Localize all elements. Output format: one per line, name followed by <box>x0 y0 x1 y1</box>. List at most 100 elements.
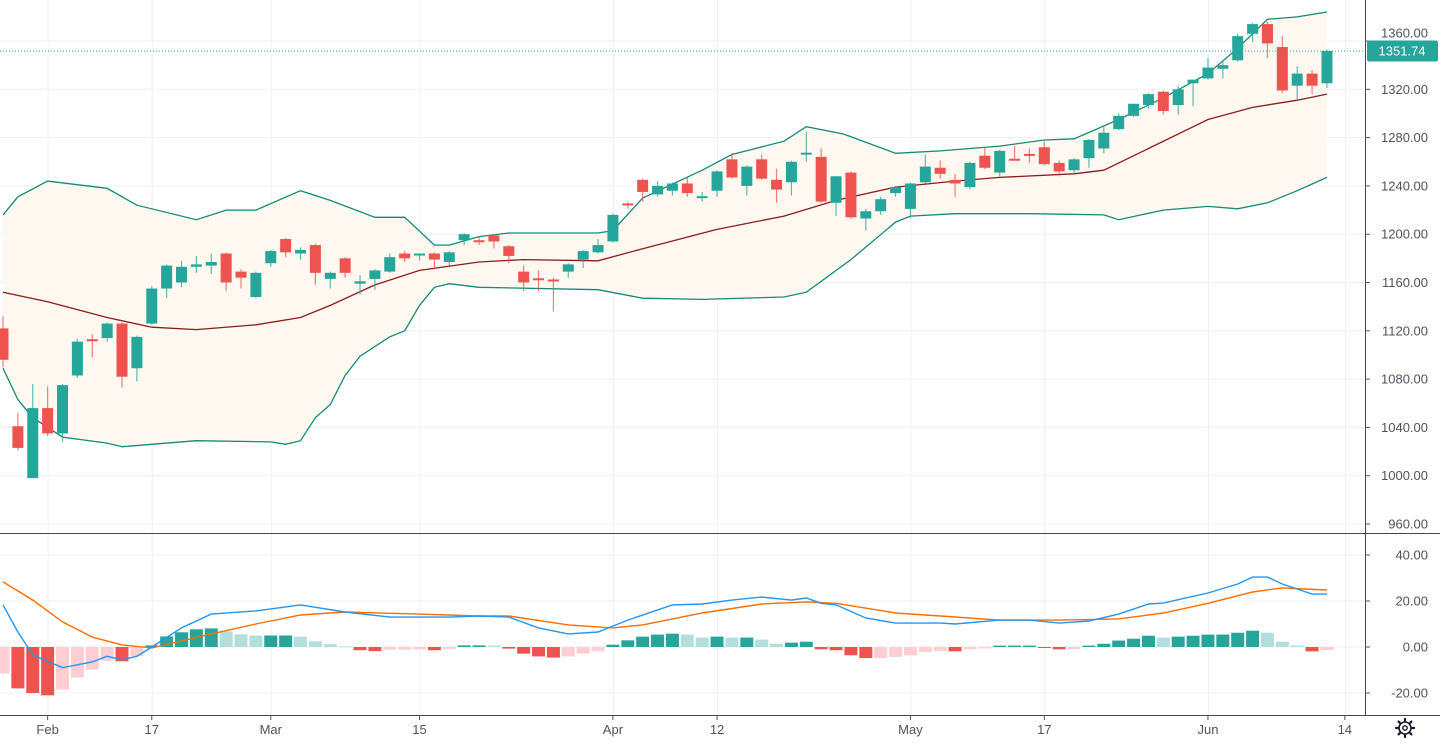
candle <box>830 176 842 217</box>
macd-histogram-bar <box>427 647 441 651</box>
candle-body <box>1247 24 1259 34</box>
macd-histogram-bar <box>383 647 397 650</box>
candle <box>815 148 827 203</box>
candle <box>622 201 634 209</box>
gear-icon[interactable] <box>1394 717 1416 739</box>
candle-body <box>592 245 604 253</box>
macd-histogram-bar <box>279 635 293 647</box>
candle <box>726 153 738 179</box>
candle <box>458 232 470 246</box>
candle <box>666 182 678 196</box>
macd-axis[interactable]: 40.00 20.00 0.00 -20.00 <box>1365 548 1428 701</box>
last-price-tag: 1351.74 <box>1367 40 1438 62</box>
candle <box>890 185 902 197</box>
macd-histogram-bar <box>1320 647 1334 650</box>
candle <box>42 386 54 436</box>
candle-body <box>1157 91 1169 112</box>
candle <box>771 168 783 203</box>
macd-histogram-bar <box>561 647 575 657</box>
macd-axis-label: 20.00 <box>1395 594 1428 609</box>
price-axis-label: 960.00 <box>1388 517 1428 532</box>
candle-body <box>562 264 574 272</box>
macd-histogram-bar <box>993 645 1007 647</box>
macd-histogram-bar <box>487 645 501 647</box>
candle-body <box>1217 65 1229 69</box>
candle <box>57 383 69 442</box>
macd-histogram-bar <box>725 637 739 647</box>
macd-histogram-bar <box>665 633 679 647</box>
candle <box>845 171 857 219</box>
candle <box>592 239 604 254</box>
candle <box>399 251 411 262</box>
candle <box>1157 90 1169 115</box>
candle <box>86 334 98 358</box>
macd-histogram-bar <box>621 640 635 647</box>
candle <box>324 271 336 289</box>
bollinger-basis-line <box>2 93 1328 331</box>
bollinger-bands <box>2 11 1328 448</box>
macd-histogram-bar <box>413 647 427 650</box>
macd-histogram-bar <box>874 647 888 659</box>
bollinger-fill <box>3 12 1327 447</box>
price-axis[interactable]: 1360.00 1320.00 1280.00 1240.00 1200.00 1160.… <box>1365 25 1428 532</box>
candle-body <box>57 385 69 434</box>
candle-body <box>652 185 664 195</box>
candle-body <box>696 196 708 199</box>
macd-histogram-bar <box>264 635 278 647</box>
candle <box>637 178 649 202</box>
candle <box>131 335 143 382</box>
candle-body <box>131 336 143 369</box>
candle-body <box>1098 132 1110 149</box>
candle-body <box>369 270 381 279</box>
candle <box>309 243 321 285</box>
candle <box>503 245 515 264</box>
candle <box>860 208 872 231</box>
candle <box>205 253 217 275</box>
macd-histogram-bar <box>204 628 218 647</box>
macd-histogram-bar <box>1186 635 1200 647</box>
candle-body <box>295 249 307 254</box>
macd-histogram-bar <box>799 641 813 647</box>
candle-body <box>71 341 83 376</box>
candle-body <box>190 264 202 267</box>
candle <box>295 247 307 260</box>
candle <box>1261 21 1273 58</box>
candle-body <box>607 214 619 242</box>
macd-histogram-bar <box>41 647 55 696</box>
macd-histogram-bar <box>1246 630 1260 647</box>
candle <box>1009 146 1021 161</box>
macd-histogram-bar <box>1022 645 1036 647</box>
candle-body <box>1038 147 1050 165</box>
time-axis-label: Apr <box>603 722 624 737</box>
macd-histogram-bar <box>695 637 709 647</box>
time-axis-label: 14 <box>1338 722 1352 737</box>
candle-body <box>919 166 931 183</box>
macd-histogram-bar <box>606 644 620 647</box>
candle-body <box>1053 162 1065 172</box>
candle-body <box>1276 47 1288 91</box>
candle <box>384 253 396 273</box>
candle <box>1306 69 1318 95</box>
macd-histogram-bar <box>1275 641 1289 647</box>
candle <box>488 234 500 249</box>
candle <box>369 269 381 290</box>
candle <box>0 316 9 368</box>
candle <box>265 249 277 267</box>
macd-histogram-bar <box>517 647 531 654</box>
time-axis[interactable]: Feb 17 Mar 15 Apr 12 May 17 Jun 14 <box>36 715 1352 737</box>
macd-histogram-bar <box>784 642 798 647</box>
candle <box>577 249 589 269</box>
candle-body <box>116 323 128 377</box>
candle <box>919 154 931 184</box>
macd-histogram-bar <box>1171 636 1185 647</box>
candle-body <box>414 253 426 256</box>
candle <box>101 322 113 342</box>
candle-body <box>845 172 857 218</box>
candle-body <box>934 167 946 174</box>
candle <box>518 265 530 291</box>
candle-body <box>146 288 158 324</box>
macd-histogram-bar <box>1112 640 1126 647</box>
macd-histogram-bar <box>160 636 174 647</box>
candle <box>800 131 812 162</box>
